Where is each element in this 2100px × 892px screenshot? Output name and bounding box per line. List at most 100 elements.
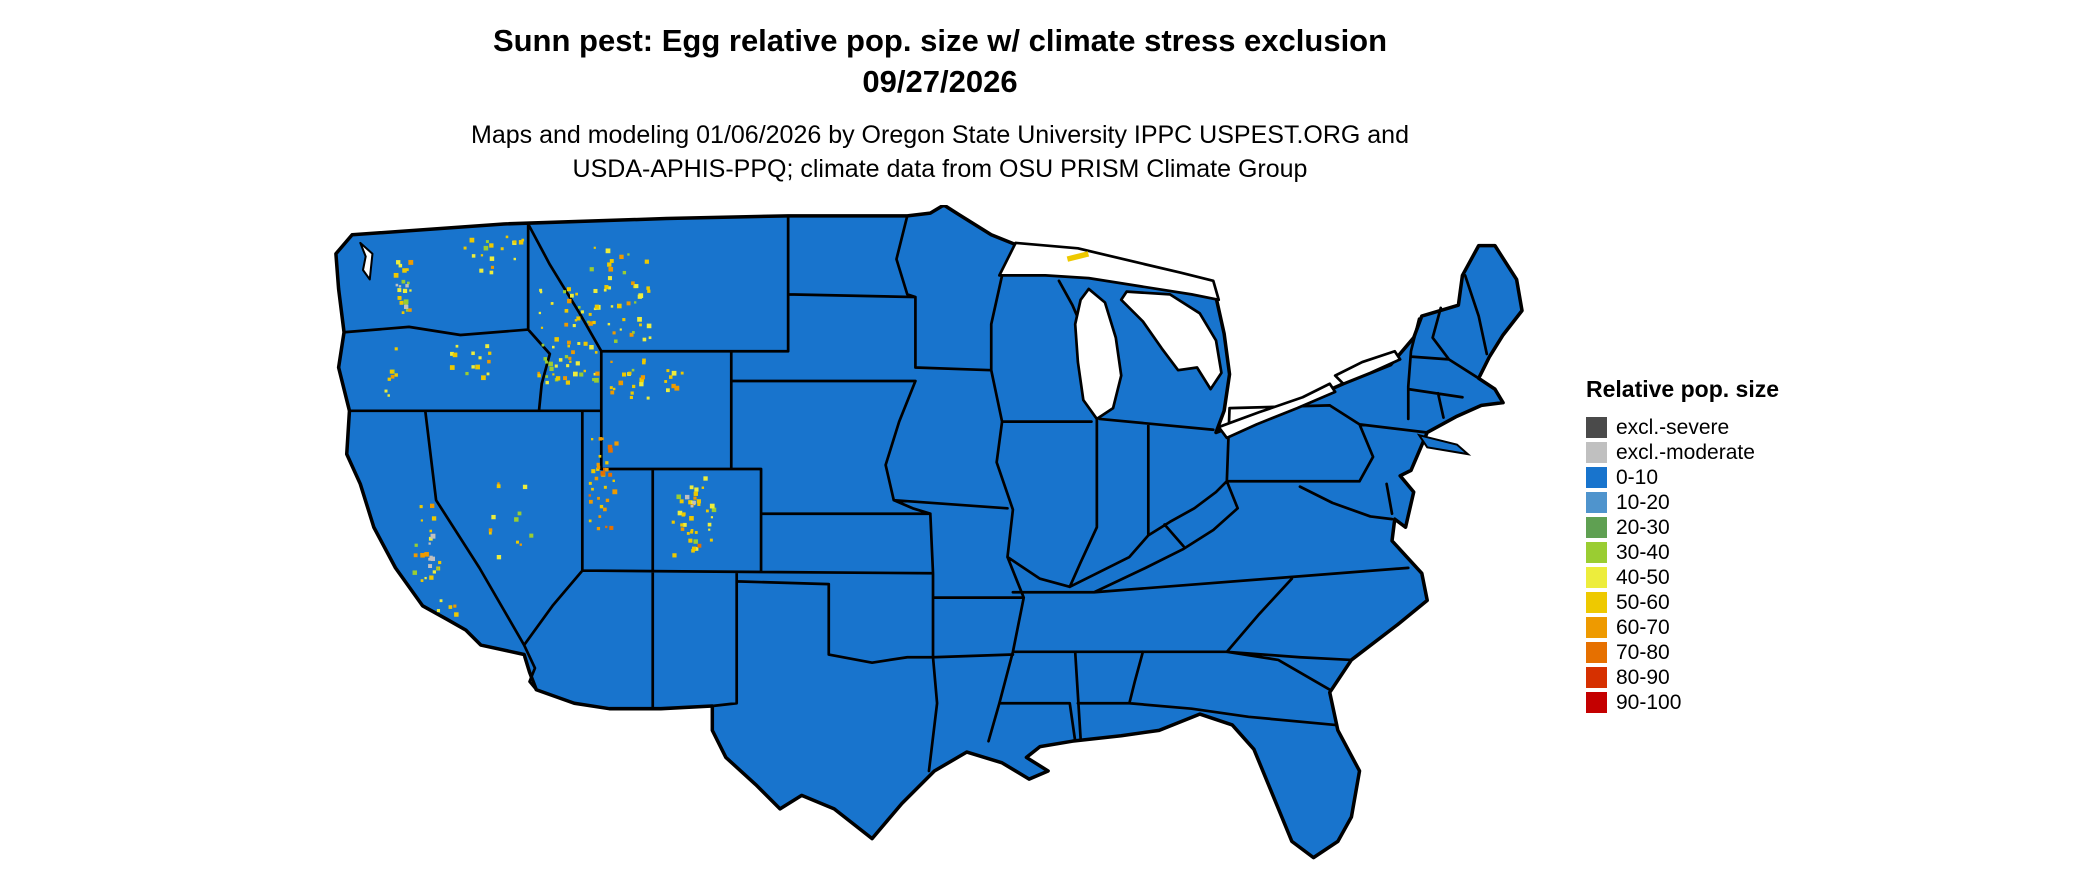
legend-item: excl.-severe [1586, 415, 1779, 440]
speckle [634, 301, 637, 304]
lake-superior-water [998, 241, 1221, 302]
speckle [465, 371, 469, 376]
speckle [402, 268, 407, 273]
speckle [592, 320, 596, 325]
speckle [429, 575, 434, 580]
speckle [639, 381, 644, 387]
speckle [505, 235, 509, 239]
speckle [429, 555, 433, 559]
speckle [564, 322, 569, 327]
speckle [596, 462, 600, 467]
speckle [588, 481, 592, 485]
legend-swatch [1586, 692, 1607, 713]
speckle [548, 361, 553, 367]
speckle [629, 332, 634, 337]
speckle [390, 374, 395, 379]
speckle [428, 557, 432, 561]
speckle [612, 479, 615, 483]
speckle [622, 318, 626, 322]
speckle [489, 270, 494, 275]
speckle [439, 599, 443, 603]
speckle [522, 484, 528, 490]
speckle [406, 281, 410, 285]
map-container [260, 205, 1560, 882]
speckle [471, 351, 475, 356]
speckle [605, 467, 609, 472]
speckle [475, 364, 480, 370]
speckle [684, 494, 690, 500]
speckle [598, 454, 602, 458]
legend-label: 20-30 [1616, 515, 1670, 539]
map-title: Sunn pest: Egg relative pop. size w/ cli… [0, 20, 1880, 102]
speckle [453, 604, 457, 608]
speckle [608, 267, 614, 272]
speckle [430, 556, 436, 561]
speckle [593, 307, 597, 311]
us-landmass [334, 205, 1524, 860]
speckle [384, 389, 388, 393]
speckle [541, 343, 545, 347]
speckle [485, 240, 489, 244]
legend-label: 40-50 [1616, 565, 1670, 589]
speckle [677, 510, 683, 516]
speckle [603, 288, 607, 292]
speckle [450, 351, 454, 356]
speckle [568, 356, 572, 360]
speckle [471, 254, 476, 258]
speckle [554, 364, 558, 368]
speckle [566, 287, 571, 292]
speckle [595, 371, 600, 376]
speckle [552, 373, 555, 376]
legend-swatch [1586, 517, 1607, 538]
legend-label: 10-20 [1616, 490, 1670, 514]
speckle [671, 520, 675, 524]
speckle [395, 283, 399, 287]
speckle [566, 364, 570, 368]
speckle [570, 293, 574, 298]
speckle [588, 519, 592, 523]
speckle [619, 254, 624, 260]
speckle [429, 529, 433, 533]
speckle [604, 285, 609, 290]
legend-item: 70-80 [1586, 640, 1779, 665]
speckle [580, 310, 584, 314]
speckle [583, 369, 586, 373]
speckle [693, 491, 698, 496]
speckle [689, 485, 694, 490]
speckle [554, 337, 559, 342]
speckle [596, 467, 600, 471]
speckle [607, 276, 612, 281]
speckle [487, 359, 491, 364]
speckle [398, 263, 403, 268]
legend-swatch [1586, 467, 1607, 488]
speckle [628, 371, 632, 375]
speckle [428, 536, 433, 541]
speckle [579, 372, 584, 377]
speckle [488, 531, 492, 535]
speckle [707, 522, 712, 527]
lake-michigan-water [1073, 287, 1123, 421]
legend-item: excl.-moderate [1586, 440, 1779, 465]
speckle [545, 380, 549, 385]
speckle [572, 371, 578, 377]
lake-ontario-water [1333, 349, 1402, 386]
speckle [577, 306, 581, 309]
speckle [420, 519, 423, 522]
speckle [387, 394, 390, 397]
speckle [697, 543, 702, 548]
speckle [696, 499, 701, 504]
speckle [671, 383, 676, 389]
speckle [405, 268, 409, 272]
legend-item: 50-60 [1586, 590, 1779, 615]
legend-item: 90-100 [1586, 690, 1779, 715]
speckle [402, 288, 408, 294]
speckle [688, 500, 693, 505]
speckle [478, 356, 482, 360]
speckle [424, 576, 427, 580]
speckle [594, 351, 598, 354]
speckle [690, 530, 694, 534]
speckle [424, 552, 429, 557]
speckle [603, 507, 607, 512]
speckle [471, 365, 475, 369]
speckle [664, 380, 668, 383]
